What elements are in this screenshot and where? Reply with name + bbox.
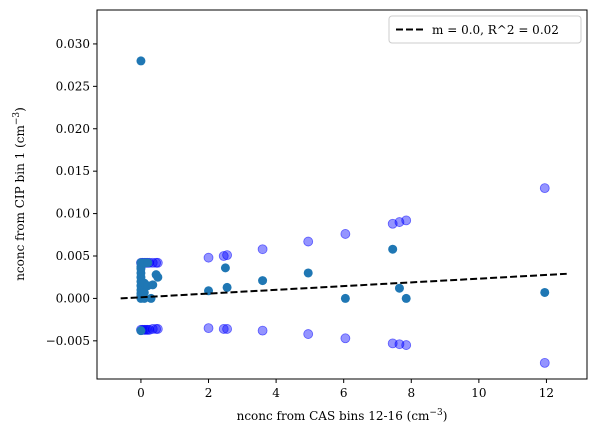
bound-point bbox=[152, 324, 163, 334]
y-tick-label: 0.015 bbox=[56, 164, 90, 178]
bound-point bbox=[340, 229, 351, 239]
x-tick-label: 8 bbox=[407, 386, 415, 400]
data-point bbox=[340, 293, 350, 303]
bound-point bbox=[303, 329, 314, 339]
bound-point bbox=[218, 324, 229, 334]
x-tick-label: 12 bbox=[539, 386, 554, 400]
y-axis-label: nconc from CIP bin 1 (cm−3) bbox=[12, 107, 27, 281]
data-point bbox=[146, 293, 156, 303]
x-axis: 0 2 4 6 8 10 12 bbox=[137, 379, 554, 400]
data-point bbox=[394, 283, 404, 293]
bound-point bbox=[222, 324, 233, 334]
bound-point bbox=[218, 251, 229, 261]
x-tick-label: 10 bbox=[471, 386, 486, 400]
legend-box bbox=[388, 15, 582, 44]
plot-area bbox=[97, 10, 587, 379]
x-tick-label: 4 bbox=[272, 386, 280, 400]
data-point bbox=[220, 263, 230, 273]
y-tick-label: 0.025 bbox=[56, 79, 90, 93]
bound-point bbox=[222, 250, 233, 261]
bound-point bbox=[401, 215, 412, 226]
bound-point bbox=[539, 183, 550, 194]
data-point bbox=[258, 276, 268, 286]
data-point bbox=[401, 293, 411, 303]
fit-line bbox=[120, 272, 567, 300]
data-point bbox=[540, 287, 550, 297]
data-point bbox=[222, 282, 232, 292]
data-point bbox=[153, 272, 163, 282]
y-tick-label: −0.005 bbox=[46, 334, 90, 348]
y-tick-label: 0.010 bbox=[56, 207, 90, 221]
x-axis-label: nconc from CAS bins 12-16 (cm−3) bbox=[237, 408, 448, 423]
data-point bbox=[148, 280, 158, 290]
data-point bbox=[303, 268, 313, 278]
y-tick-label: 0.005 bbox=[56, 249, 90, 263]
bound-point bbox=[203, 323, 214, 334]
y-tick-label: 0.030 bbox=[56, 37, 90, 51]
data-point bbox=[136, 326, 146, 336]
bound-point bbox=[203, 252, 214, 263]
y-tick-label: 0.020 bbox=[56, 122, 90, 136]
y-tick-label: 0.000 bbox=[56, 291, 90, 305]
x-tick-label: 6 bbox=[340, 386, 348, 400]
bound-point bbox=[147, 324, 158, 334]
bound-point bbox=[401, 340, 412, 350]
data-series bbox=[136, 56, 550, 336]
data-point bbox=[136, 56, 146, 66]
bound-point bbox=[257, 325, 268, 336]
legend: m = 0.0, R^2 = 0.02 bbox=[388, 15, 582, 44]
x-tick-label: 0 bbox=[137, 386, 145, 400]
x-tick-label: 2 bbox=[205, 386, 213, 400]
bound-point bbox=[303, 236, 314, 247]
bound-point bbox=[152, 257, 163, 268]
data-point bbox=[388, 244, 398, 254]
bound-point bbox=[539, 357, 550, 368]
bound-point bbox=[340, 333, 351, 344]
legend-fit-label: m = 0.0, R^2 = 0.02 bbox=[432, 23, 559, 37]
data-point bbox=[143, 258, 153, 268]
plot-frame bbox=[96, 9, 588, 380]
bound-point bbox=[257, 244, 268, 255]
y-axis: −0.005 0.000 0.005 0.010 0.015 0.020 0.025 0.03… bbox=[46, 37, 97, 348]
